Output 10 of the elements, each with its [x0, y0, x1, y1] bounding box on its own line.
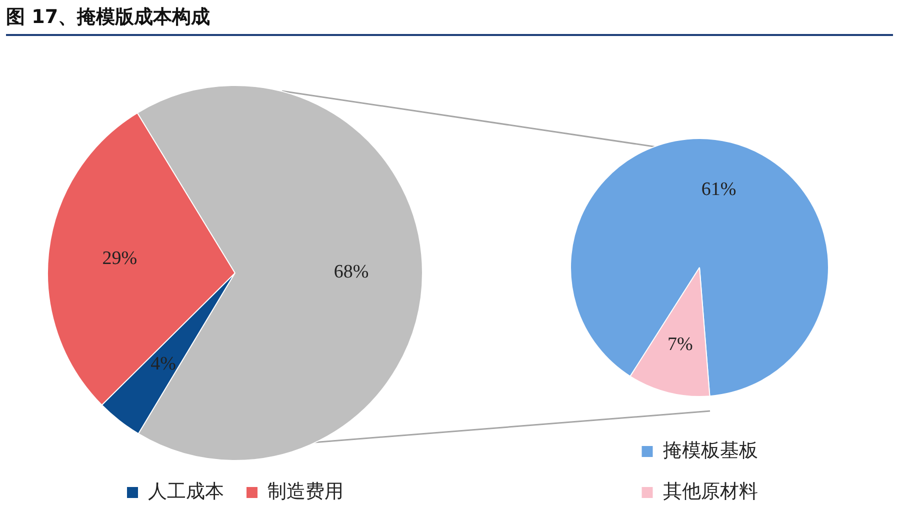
data-label: 4% [150, 353, 176, 374]
data-label: 68% [334, 262, 369, 283]
chart-title: 图 17、掩模版成本构成 [6, 4, 893, 36]
data-label: 61% [701, 178, 736, 200]
legend-label: 其他原材料 [662, 480, 758, 502]
legend-label: 制造费用 [268, 480, 344, 502]
data-label: 29% [102, 248, 138, 269]
legend-label: 掩模板基板 [662, 439, 758, 462]
data-label: 7% [668, 334, 694, 356]
legend-label: 人工成本 [148, 480, 224, 502]
